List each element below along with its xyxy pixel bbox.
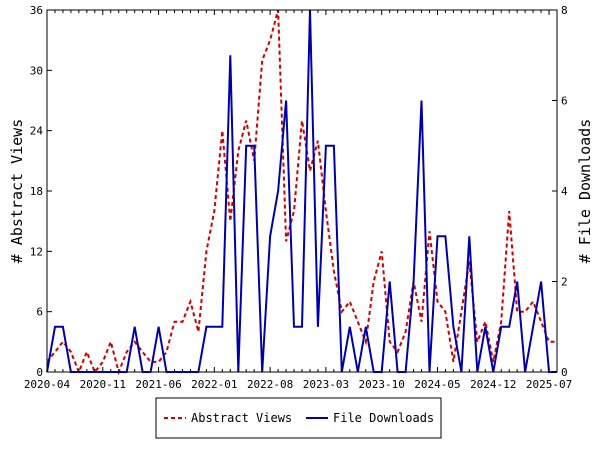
series-line-file-downloads [46,9,557,373]
series-layer [46,9,557,376]
x-tick-label: 2024-12 [470,378,516,391]
y-left-tick-label: 36 [30,4,43,17]
x-tick-label: 2020-11 [80,378,126,391]
x-tick-label: 2024-05 [414,378,460,391]
x-tick-label: 2023-03 [303,378,349,391]
y-axis-right-title: # File Downloads [576,119,594,264]
y-right-tick-label: 8 [561,4,568,17]
x-tick-label: 2025-07 [526,378,572,391]
y-right-tick-label: 2 [561,276,568,289]
x-tick-label: 2023-10 [359,378,405,391]
legend-box [155,397,442,439]
y-axis-left-title: # Abstract Views [8,119,26,264]
y-left-tick-label: 24 [30,125,44,138]
y-right-tick-label: 0 [561,366,568,379]
y-left-tick-label: 6 [36,306,43,319]
y-left-tick-label: 0 [36,366,43,379]
y-right-tick-label: 4 [561,185,568,198]
x-tick-label: 2022-08 [247,378,293,391]
x-tick-label: 2020-04 [24,378,71,391]
legend: Abstract Views File Downloads [155,397,442,439]
y-left-tick-label: 12 [30,245,43,258]
y-left-tick-label: 18 [30,185,43,198]
x-tick-label: 2021-06 [135,378,181,391]
legend-label-abstract-views: Abstract Views [191,411,292,425]
legend-label-file-downloads: File Downloads [333,411,434,425]
y-left-tick-label: 30 [30,64,43,77]
y-right-tick-label: 6 [561,95,568,108]
x-tick-label: 2022-01 [191,378,237,391]
